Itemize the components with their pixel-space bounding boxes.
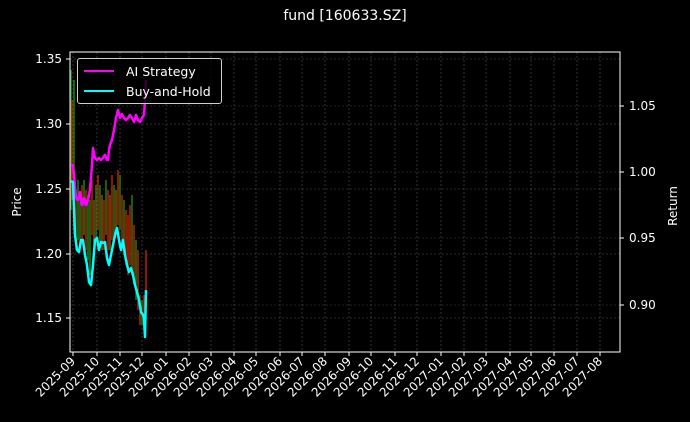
svg-text:1.15: 1.15 — [35, 311, 62, 325]
svg-text:1.05: 1.05 — [629, 99, 656, 113]
legend-swatch-cyan — [84, 89, 114, 93]
legend-label: Buy-and-Hold — [126, 83, 211, 99]
legend-item-ai-strategy: AI Strategy — [84, 62, 196, 80]
svg-text:1.00: 1.00 — [629, 165, 656, 179]
ai-strategy-line — [71, 79, 148, 207]
svg-text:1.25: 1.25 — [35, 182, 62, 196]
plot-frame — [69, 51, 621, 353]
buy-and-hold-line — [70, 179, 148, 339]
svg-text:0.95: 0.95 — [629, 231, 656, 245]
legend-label: AI Strategy — [126, 63, 196, 79]
svg-text:1.30: 1.30 — [35, 117, 62, 131]
legend: AI Strategy Buy-and-Hold — [77, 58, 222, 104]
chart-title: fund [160633.SZ] — [283, 8, 407, 24]
return-axis-label: Return — [666, 186, 680, 226]
price-bars — [70, 70, 147, 330]
svg-text:1.35: 1.35 — [35, 52, 62, 66]
legend-item-buy-and-hold: Buy-and-Hold — [84, 82, 211, 100]
price-axis-label: Price — [10, 187, 24, 216]
svg-text:0.90: 0.90 — [629, 298, 656, 312]
legend-swatch-magenta — [84, 69, 114, 73]
x-axis: 2025-092025-102025-112025-122026-012026-… — [33, 352, 605, 400]
grid — [70, 52, 620, 352]
svg-text:1.20: 1.20 — [35, 247, 62, 261]
right-y-axis: 0.90 0.95 1.00 1.05 — [620, 99, 656, 312]
left-y-axis: 1.15 1.20 1.25 1.30 1.35 — [35, 52, 70, 325]
